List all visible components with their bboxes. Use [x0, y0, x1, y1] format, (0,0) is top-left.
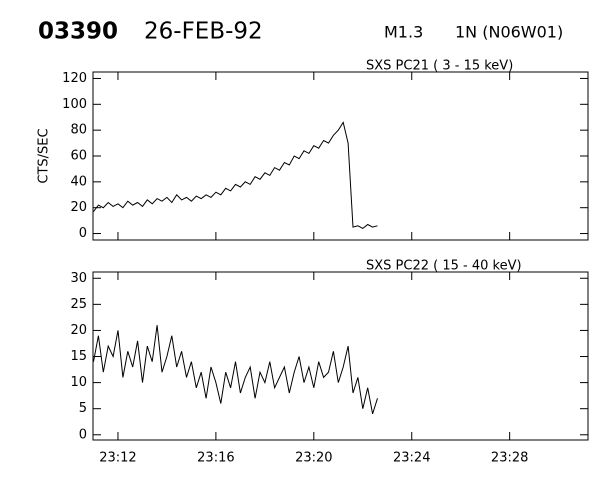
y-tick-label: 80 [70, 123, 87, 138]
event-id: 03390 [38, 19, 118, 45]
x-tick-label: 23:20 [295, 451, 332, 466]
y-tick-label: 5 [79, 401, 87, 416]
data-line [93, 121, 378, 229]
plot-frame [92, 271, 589, 441]
x-tick-label: 23:24 [393, 451, 430, 466]
y-tick-label: 0 [79, 226, 87, 241]
y-tick-label: 0 [79, 427, 87, 442]
class: M1.3 [384, 23, 423, 42]
flare: 1N (N06W01) [455, 23, 563, 42]
data-line [93, 325, 378, 415]
y-tick-label: 25 [70, 297, 87, 312]
panel-title: SXS PC21 ( 3 - 15 keV) [366, 59, 513, 74]
panel-title: SXS PC22 ( 15 - 40 keV) [366, 259, 522, 274]
y-tick-label: 20 [70, 200, 87, 215]
y-tick-label: 20 [70, 323, 87, 338]
plot-frame [92, 71, 589, 241]
x-tick-label: 23:12 [99, 451, 136, 466]
date: 26-FEB-92 [144, 19, 263, 45]
x-tick-label: 23:28 [491, 451, 528, 466]
y-tick-label: 60 [70, 149, 87, 164]
y-tick-label: 30 [70, 271, 87, 286]
y-axis-label: CTS/SEC [37, 128, 52, 183]
y-tick-label: 15 [70, 349, 87, 364]
y-tick-label: 10 [70, 375, 87, 390]
x-tick-label: 23:16 [197, 451, 234, 466]
y-tick-label: 40 [70, 174, 87, 189]
y-tick-label: 120 [62, 71, 87, 86]
y-tick-label: 100 [62, 97, 87, 112]
